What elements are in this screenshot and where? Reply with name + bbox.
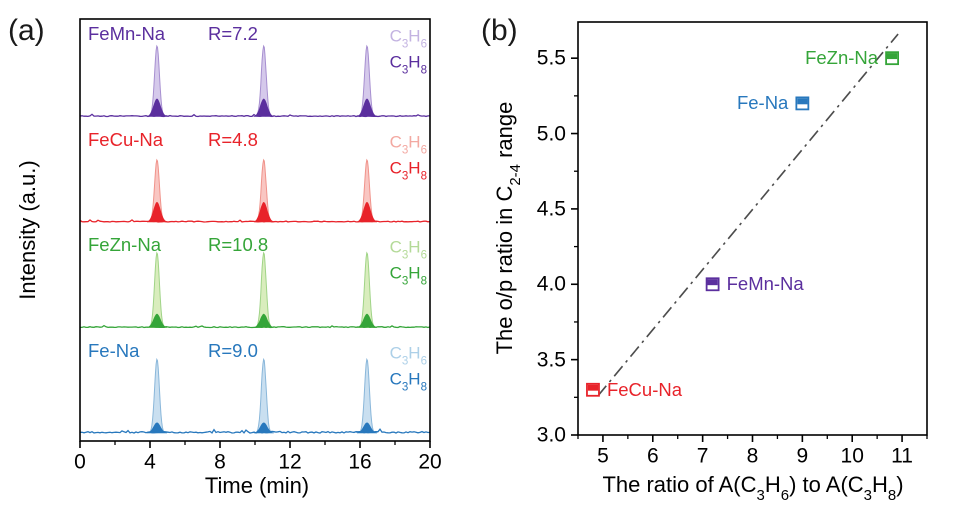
marker-fill-FeZn-Na xyxy=(887,53,898,60)
panel-b-y-tick-label-4.0: 4.0 xyxy=(536,272,566,296)
panel-b-x-tick-label-9: 9 xyxy=(796,444,809,468)
panel-b-y-tick-label-4.5: 4.5 xyxy=(536,197,566,221)
trace-name-FeZn-Na: FeZn-Na xyxy=(88,233,161,255)
paraffin-peaks-FeCu-Na xyxy=(146,202,378,222)
panel-b-x-tick-label-7: 7 xyxy=(696,444,709,468)
point-label-FeZn-Na: FeZn-Na xyxy=(805,46,879,68)
panel-a-x-tick-label-20: 20 xyxy=(418,450,442,474)
panel-a-x-tick-label-16: 16 xyxy=(348,450,372,474)
panel-a-tag: (a) xyxy=(8,14,45,47)
paraffin-peaks-FeZn-Na xyxy=(146,313,378,328)
trace-name-FeCu-Na: FeCu-Na xyxy=(88,128,164,150)
panel-b-x-axis-title: The ratio of A(C3H6) to A(C3H8) xyxy=(602,472,904,505)
species-paraffin-label-FeMn-Na: C3H8 xyxy=(389,52,427,77)
point-label-FeCu-Na: FeCu-Na xyxy=(606,378,683,400)
panel-b-y-tick-label-3.0: 3.0 xyxy=(536,423,566,447)
species-olefin-label-FeMn-Na: C3H6 xyxy=(389,26,427,51)
marker-fill-FeMn-Na xyxy=(707,279,718,286)
panel-a-y-axis-title: Intensity (a.u.) xyxy=(15,160,40,300)
species-paraffin-label-Fe-Na: C3H8 xyxy=(389,369,427,394)
species-olefin-label-FeZn-Na: C3H6 xyxy=(389,237,427,262)
point-label-FeMn-Na: FeMn-Na xyxy=(726,273,804,295)
baseline-FeCu-Na xyxy=(79,219,431,223)
panel-b-x-tick-label-11: 11 xyxy=(891,444,913,468)
panel-b-tag: (b) xyxy=(481,14,518,47)
panel-a-x-tick-label-12: 12 xyxy=(278,450,302,474)
species-olefin-label-FeCu-Na: C3H6 xyxy=(389,132,427,157)
baseline-FeMn-Na xyxy=(79,113,431,118)
panel-a-x-tick-label-0: 0 xyxy=(74,450,86,474)
panel-a-x-tick-label-4: 4 xyxy=(144,450,156,474)
panel-b-x-tick-label-10: 10 xyxy=(840,444,864,468)
panel-a-x-tick-label-8: 8 xyxy=(214,450,226,474)
paraffin-peaks-Fe-Na xyxy=(146,422,378,433)
baseline-FeZn-Na xyxy=(79,324,431,329)
panel-b-y-tick-label-5.5: 5.5 xyxy=(536,46,566,70)
panel-b-x-tick-label-8: 8 xyxy=(746,444,759,468)
species-olefin-label-Fe-Na: C3H6 xyxy=(389,343,427,368)
marker-fill-FeCu-Na xyxy=(587,384,599,391)
trace-name-Fe-Na: Fe-Na xyxy=(88,339,140,361)
trend-line xyxy=(597,33,899,397)
marker-fill-Fe-Na xyxy=(797,98,808,105)
trace-name-FeMn-Na: FeMn-Na xyxy=(88,22,166,44)
panel-b-x-tick-label-6: 6 xyxy=(646,444,659,468)
panel-b-y-tick-label-5.0: 5.0 xyxy=(536,122,566,146)
panel-b-y-axis-title: The o/p ratio in C2-4 range xyxy=(492,101,525,355)
species-paraffin-label-FeCu-Na: C3H8 xyxy=(389,158,427,183)
species-paraffin-label-FeZn-Na: C3H8 xyxy=(389,263,427,288)
trace-ratio-FeCu-Na: R=4.8 xyxy=(208,128,258,150)
paraffin-peaks-FeMn-Na xyxy=(146,98,378,117)
baseline-Fe-Na xyxy=(80,428,431,434)
point-label-Fe-Na: Fe-Na xyxy=(736,92,789,114)
panel-b-y-tick-label-3.5: 3.5 xyxy=(536,348,566,372)
trace-ratio-FeMn-Na: R=7.2 xyxy=(208,22,258,44)
panel-a-x-axis-title: Time (min) xyxy=(204,473,310,498)
trace-ratio-Fe-Na: R=9.0 xyxy=(208,339,258,361)
panel-b-x-tick-label-5: 5 xyxy=(597,444,609,468)
trace-ratio-FeZn-Na: R=10.8 xyxy=(208,233,269,255)
